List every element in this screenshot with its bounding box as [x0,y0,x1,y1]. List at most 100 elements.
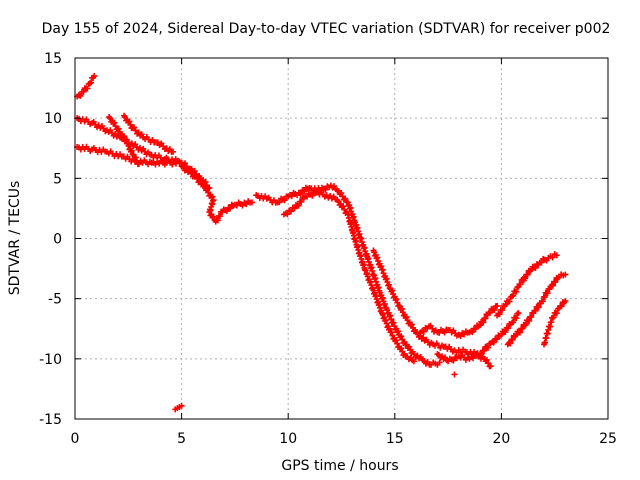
track-marker [427,322,434,329]
track-marker [135,129,142,136]
chart-title: Day 155 of 2024, Sidereal Day-to-day VTE… [42,21,611,37]
track-marker [549,254,556,261]
track-marker [192,172,199,179]
track-marker [535,304,542,311]
track-marker [131,124,138,131]
track-marker [115,125,122,132]
data-point [248,199,255,206]
track-marker [214,217,221,224]
track-marker [304,193,311,200]
track-marker [199,180,206,187]
track-marker [550,314,557,321]
x-tick-label: 25 [599,431,617,447]
track-marker [499,307,506,314]
track-marker [469,329,476,336]
track-marker [77,92,84,99]
track-marker [390,319,397,326]
track-marker [510,292,517,299]
x-axis-title: GPS time / hours [281,458,398,474]
track-marker [517,281,524,288]
data-point [170,148,177,155]
track-marker [408,321,415,328]
track-marker [297,190,304,197]
data-point [135,160,142,167]
data-point [562,271,569,278]
track-marker [393,337,400,344]
x-tick-label: 20 [492,431,510,447]
data-point [487,363,494,370]
track-marker [342,195,349,202]
track-marker [552,279,559,286]
track-marker [553,310,560,317]
track-marker [182,160,189,167]
track-marker [132,154,139,161]
track-marker [538,259,545,266]
track-marker [485,344,492,351]
track-marker [186,167,193,174]
y-tick-label: -15 [39,412,62,428]
track-marker [505,325,512,332]
y-tick-label: 15 [44,51,62,67]
data-point [91,73,98,80]
track-marker [331,183,338,190]
x-tick-label: 5 [177,431,186,447]
track-marker [394,299,401,306]
track-marker [539,298,546,305]
track-marker [461,331,468,338]
data-point [502,301,509,308]
track-marker [395,328,402,335]
track-marker [295,202,302,209]
track-marker [472,326,479,333]
data-point [86,80,93,87]
track-marker [490,339,497,346]
track-marker [389,287,396,294]
track-marker [388,329,395,336]
data-point [410,351,417,358]
track-marker [524,271,531,278]
track-marker [429,325,436,332]
data-point [436,359,443,366]
track-marker [183,166,190,173]
track-marker [138,131,145,138]
track-marker [457,333,464,340]
axis-ticks: 0 5 10 15 20 25 -15 -10 -5 0 5 10 15 [39,51,617,447]
track-marker [491,307,498,314]
track-marker [469,355,476,362]
data-point [291,205,298,212]
track-marker [532,307,539,314]
track-marker [487,309,494,316]
track-marker [202,179,209,186]
track-marker [441,329,448,336]
track-marker [450,357,457,364]
track-marker [549,282,556,289]
track-marker [298,198,305,205]
x-tick-label: 10 [279,431,297,447]
track-marker [558,303,565,310]
y-tick-label: 10 [44,111,62,127]
track-marker [403,313,410,320]
track-marker [493,336,500,343]
track-marker [436,329,443,336]
track-marker [480,319,487,326]
y-axis-title: SDTVAR / TECUs [7,181,23,296]
track-marker [288,193,295,200]
data-point [562,298,569,305]
data-point [494,302,501,309]
track-marker [482,315,489,322]
track-marker [519,325,526,332]
track-marker [216,213,223,220]
track-marker [414,352,421,359]
track-marker [406,343,413,350]
data-point [498,331,505,338]
track-marker [227,205,234,212]
data-point [451,371,458,378]
track-marker [112,122,119,129]
track-marker [526,317,533,324]
track-marker [322,186,329,193]
track-marker [541,294,548,301]
track-marker [513,288,520,295]
track-marker [481,347,488,354]
track-marker [528,314,535,321]
track-marker [509,336,516,343]
x-tick-label: 15 [386,431,404,447]
